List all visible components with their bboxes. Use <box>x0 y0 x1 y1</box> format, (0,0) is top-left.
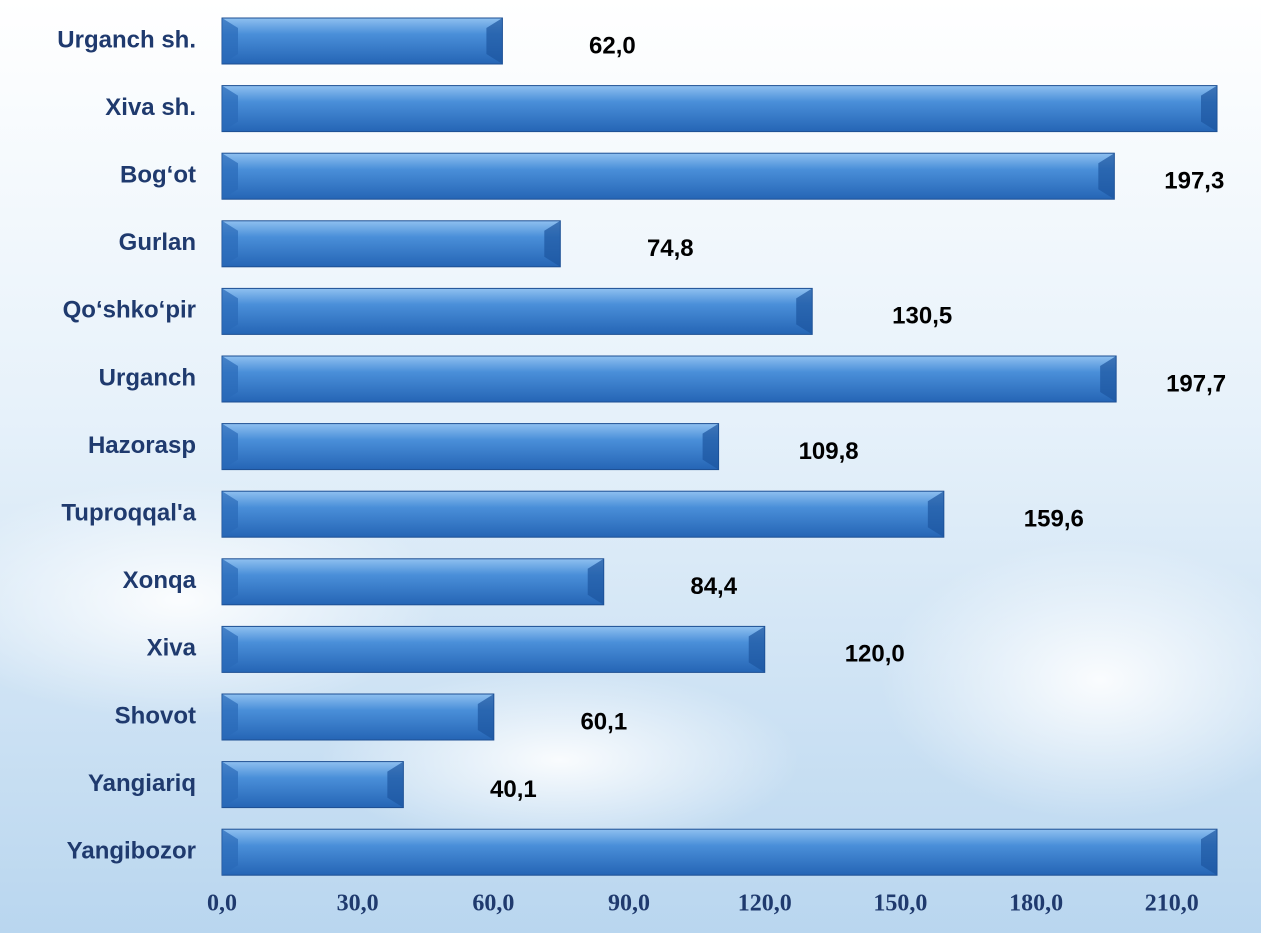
value-label: 109,8 <box>799 438 859 465</box>
bar-bevel <box>1201 829 1217 876</box>
bar <box>221 693 495 741</box>
bar-bevel <box>748 626 765 673</box>
x-tick-label: 180,0 <box>1009 891 1063 917</box>
y-tick-label: Bog‘ot <box>120 162 196 189</box>
bar-bevel <box>544 220 561 267</box>
y-tick-label: Tuproqqal'a <box>61 500 196 527</box>
bar <box>221 490 945 538</box>
value-label: 159,6 <box>1024 506 1084 533</box>
bar <box>221 625 766 673</box>
y-tick-label: Hazorasp <box>88 432 196 459</box>
bar <box>221 287 813 335</box>
value-label: 62,0 <box>589 32 636 59</box>
bar-bevel <box>222 288 238 335</box>
x-tick-label: 120,0 <box>738 891 792 917</box>
bar-bevel <box>222 423 238 470</box>
bar <box>221 220 561 268</box>
y-tick-label: Urganch <box>99 364 196 391</box>
x-tick-label: 90,0 <box>608 891 650 917</box>
bar-bevel <box>222 694 238 740</box>
value-label: 84,4 <box>690 573 737 600</box>
bar-bevel <box>222 220 238 267</box>
bar-bevel <box>222 626 238 673</box>
bar <box>221 85 1218 133</box>
bar-bevel <box>927 491 944 538</box>
bar-bevel <box>702 423 719 470</box>
bar-bevel <box>222 356 238 402</box>
y-tick-label: Qo‘shko‘pir <box>63 297 196 324</box>
y-tick-label: Urganch sh. <box>57 26 196 53</box>
bar-bevel <box>222 829 238 876</box>
bar-bevel <box>796 288 813 335</box>
bar <box>221 761 404 809</box>
bar <box>221 828 1218 876</box>
y-tick-label: Xiva sh. <box>105 94 196 121</box>
bar-bevel <box>222 85 238 132</box>
x-tick-label: 0,0 <box>207 891 237 917</box>
value-label: 197,7 <box>1166 370 1226 397</box>
y-tick-label: Xiva <box>147 635 197 662</box>
bar-bevel <box>1201 85 1217 132</box>
x-tick-label: 60,0 <box>472 891 514 917</box>
y-tick-label: Shovot <box>115 702 196 729</box>
bar-bevel <box>587 558 604 605</box>
bar-bevel <box>1098 153 1115 200</box>
x-tick-label: 30,0 <box>337 891 379 917</box>
bar <box>221 17 503 65</box>
value-label: 197,3 <box>1164 168 1224 195</box>
value-label: 130,5 <box>892 303 952 330</box>
bar-bevel <box>222 761 238 808</box>
bar-bevel <box>222 18 238 64</box>
bar-bevel <box>222 491 238 538</box>
bar-bevel <box>222 558 238 605</box>
y-tick-label: Yangiariq <box>88 770 196 797</box>
bar-bevel <box>477 694 494 740</box>
bar <box>221 558 605 606</box>
bar <box>221 423 720 471</box>
bar-bevel <box>387 761 404 808</box>
value-label: 40,1 <box>490 776 537 803</box>
y-tick-label: Xonqa <box>123 567 197 594</box>
y-tick-label: Yangibozor <box>67 838 196 865</box>
x-tick-label: 150,0 <box>873 891 927 917</box>
y-tick-label: Gurlan <box>119 229 196 256</box>
value-label: 120,0 <box>845 641 905 668</box>
value-label: 74,8 <box>647 235 694 262</box>
bar <box>221 355 1117 403</box>
bar-bevel <box>486 18 503 64</box>
x-tick-label: 210,0 <box>1145 891 1199 917</box>
bar <box>221 152 1115 200</box>
bar-bevel <box>1100 356 1117 402</box>
value-label: 60,1 <box>580 708 627 735</box>
bar-bevel <box>222 153 238 200</box>
cloud <box>880 540 1261 820</box>
